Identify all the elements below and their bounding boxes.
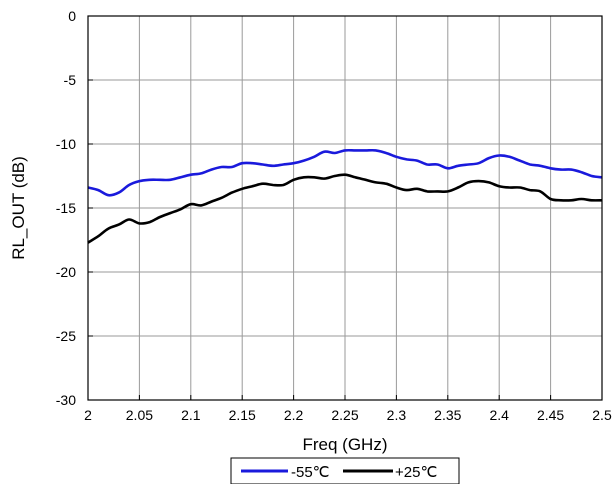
x-tick-label: 2.25 <box>331 407 358 423</box>
x-tick-label: 2.2 <box>284 407 304 423</box>
series-line-1 <box>87 148 603 197</box>
series-lines <box>87 148 603 244</box>
x-tick-label: 2.15 <box>229 407 256 423</box>
x-tick-label: 2.35 <box>434 407 461 423</box>
y-tick-label: -15 <box>56 200 76 216</box>
x-tick-label: 2.4 <box>489 407 509 423</box>
x-axis-ticks: 2 2.05 2.1 2.15 2.2 2.25 2.3 2.35 2.4 2.45 2.5 <box>84 395 612 423</box>
x-tick-label: 2 <box>84 407 92 423</box>
legend: -55℃ +25℃ <box>230 457 460 484</box>
x-tick-label: 2.1 <box>181 407 201 423</box>
legend-label-series-1: -55℃ <box>291 464 330 481</box>
y-tick-label: -30 <box>56 392 76 408</box>
y-tick-label: -10 <box>56 136 76 152</box>
y-tick-label: 0 <box>68 8 76 24</box>
y-axis-ticks: 0 -5 -10 -15 -20 -25 -30 <box>56 8 93 408</box>
legend-label-series-2: +25℃ <box>395 464 437 481</box>
series-line-2 <box>87 173 603 244</box>
grid-lines <box>87 15 603 401</box>
x-axis-label: Freq (GHz) <box>303 435 388 454</box>
y-tick-label: -5 <box>64 72 77 88</box>
x-tick-label: 2.45 <box>537 407 564 423</box>
y-axis-label: RL_OUT (dB) <box>9 156 28 260</box>
x-tick-label: 2.05 <box>126 407 153 423</box>
x-tick-label: 2.5 <box>592 407 612 423</box>
y-tick-label: -25 <box>56 328 76 344</box>
y-tick-label: -20 <box>56 264 76 280</box>
x-tick-label: 2.3 <box>387 407 407 423</box>
